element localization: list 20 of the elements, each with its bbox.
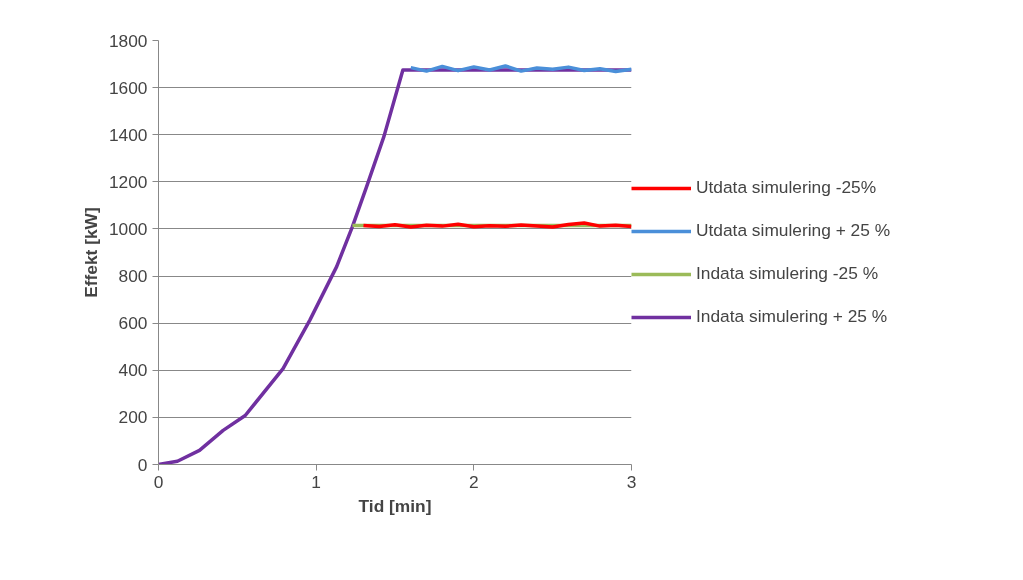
y-tick-label: 1400	[108, 124, 148, 145]
y-tick-label: 1800	[108, 30, 148, 51]
y-tick-label: 1000	[108, 218, 148, 239]
y-tick-label: 0	[137, 454, 148, 475]
y-tick-label: 1200	[108, 171, 148, 192]
x-axis-title: Tid [min]	[358, 495, 432, 516]
y-tick-label: 600	[118, 313, 148, 334]
x-tick-label: 0	[153, 471, 164, 492]
x-tick-label: 1	[311, 471, 321, 492]
y-tick-label: 800	[118, 266, 148, 287]
y-axis-title: Effekt [kW]	[80, 207, 101, 298]
y-tick-label: 400	[118, 360, 148, 381]
legend-label: Indata simulering -25 %	[696, 263, 879, 284]
legend-label: Indata simulering + 25 %	[696, 306, 888, 327]
legend-label: Utdata simulering + 25 %	[696, 220, 891, 241]
y-tick-label: 200	[118, 407, 148, 428]
x-tick-label: 3	[626, 471, 637, 492]
legend-label: Utdata simulering -25%	[696, 177, 877, 198]
y-tick-label: 1600	[108, 77, 148, 98]
x-tick-label: 2	[469, 471, 479, 492]
